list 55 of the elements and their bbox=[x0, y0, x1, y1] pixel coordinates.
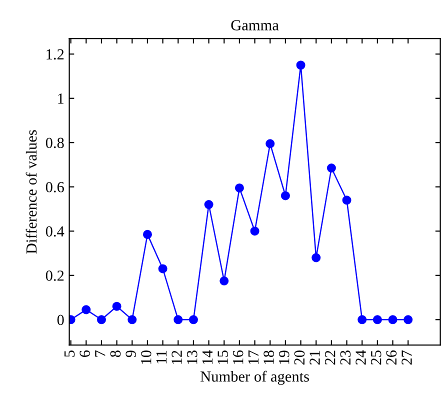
point bbox=[326, 164, 336, 173]
y-tick-label: 0.8 bbox=[46, 138, 64, 148]
y-tick-label: 0.4 bbox=[46, 226, 64, 237]
x-tick-label: 15 bbox=[218, 350, 228, 364]
x-tick-label: 7 bbox=[95, 350, 106, 357]
point bbox=[234, 183, 244, 192]
x-tick-label: 23 bbox=[340, 350, 351, 365]
point bbox=[250, 226, 260, 236]
x-tick-label: 25 bbox=[370, 350, 382, 365]
point bbox=[96, 315, 106, 324]
point bbox=[128, 315, 137, 324]
y-axis-title: Difference of values bbox=[26, 130, 37, 254]
point bbox=[372, 315, 382, 324]
x-tick-label: 12 bbox=[172, 350, 182, 364]
point bbox=[188, 315, 198, 324]
x-tick-label: 5 bbox=[64, 350, 75, 357]
x-tick-label: 27 bbox=[402, 350, 412, 365]
point bbox=[220, 276, 229, 286]
x-tick-label: 22 bbox=[325, 350, 336, 365]
y-tick-label: 1 bbox=[58, 94, 64, 104]
point bbox=[266, 139, 275, 148]
y-tick-label: 1.2 bbox=[46, 49, 64, 60]
chart-title: Gamma bbox=[231, 20, 279, 30]
point bbox=[204, 200, 214, 210]
x-tick-label: 11 bbox=[156, 350, 166, 364]
x-tick-label: 20 bbox=[294, 350, 305, 365]
x-tick-label: 14 bbox=[202, 350, 212, 364]
point bbox=[342, 196, 352, 205]
x-tick-label: 17 bbox=[248, 350, 258, 364]
x-tick-label: 21 bbox=[310, 350, 320, 365]
y-tick-label: 0 bbox=[57, 314, 64, 326]
point bbox=[112, 302, 122, 311]
x-tick-label: 6 bbox=[80, 350, 90, 357]
point bbox=[280, 191, 290, 200]
point bbox=[358, 315, 367, 324]
point bbox=[388, 315, 398, 324]
x-tick-label: 19 bbox=[279, 350, 290, 364]
x-tick-label: 8 bbox=[110, 350, 121, 358]
y-tick-label: 0.6 bbox=[46, 182, 64, 192]
x-tick-label: 18 bbox=[264, 350, 274, 364]
point bbox=[174, 315, 183, 324]
point bbox=[404, 315, 413, 324]
point bbox=[82, 305, 91, 314]
point bbox=[142, 230, 152, 239]
x-axis-title: Number of agents bbox=[200, 370, 309, 385]
x-tick-label: 13 bbox=[187, 350, 198, 364]
x-tick-label: 16 bbox=[233, 350, 244, 364]
point bbox=[158, 264, 168, 274]
point bbox=[296, 60, 306, 70]
x-tick-label: 9 bbox=[126, 350, 136, 358]
x-tick-label: 24 bbox=[356, 350, 366, 365]
y-tick-label: 0.2 bbox=[46, 270, 64, 281]
x-tick-label: 26 bbox=[386, 350, 397, 365]
point bbox=[312, 253, 321, 262]
x-tick-label: 10 bbox=[140, 350, 152, 364]
